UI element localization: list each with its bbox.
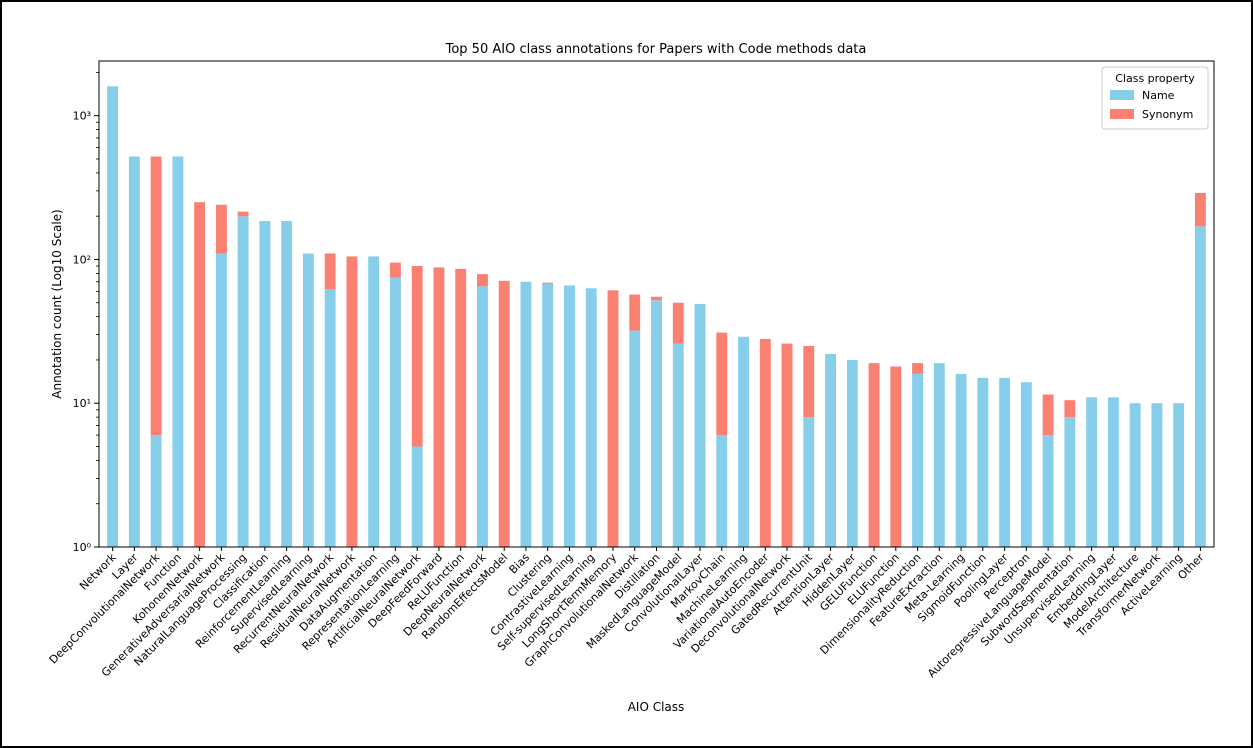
bars-group <box>107 86 1206 548</box>
bar-name-5 <box>215 253 227 548</box>
bar-synonym-43 <box>1042 394 1054 436</box>
bar-synonym-36 <box>890 366 902 547</box>
legend: Class property Name Synonym <box>1101 66 1209 130</box>
bar-name-48 <box>1151 403 1163 547</box>
bar-synonym-28 <box>716 332 728 436</box>
legend-swatch-synonym <box>1110 109 1134 119</box>
bar-synonym-15 <box>433 267 445 547</box>
bar-name-50 <box>1194 226 1206 547</box>
bar-synonym-14 <box>411 266 423 447</box>
chart-title: Top 50 AIO class annotations for Papers … <box>445 42 867 57</box>
bar-synonym-37 <box>912 363 924 374</box>
bar-name-17 <box>477 286 488 547</box>
bar-name-9 <box>302 253 314 548</box>
bar-synonym-31 <box>781 343 793 547</box>
bar-name-14 <box>411 446 423 547</box>
bar-name-24 <box>629 330 641 547</box>
bar-synonym-16 <box>455 268 467 547</box>
bar-synonym-50 <box>1194 192 1206 227</box>
y-tick-label-0: 10⁰ <box>73 541 92 554</box>
bar-name-39 <box>955 373 967 547</box>
bar-synonym-17 <box>477 274 488 287</box>
x-tick-label-50: Other <box>1175 551 1207 583</box>
bar-synonym-32 <box>803 346 815 418</box>
bar-synonym-18 <box>498 280 510 547</box>
bar-name-33 <box>825 353 836 547</box>
bar-name-26 <box>672 343 684 547</box>
bar-name-21 <box>564 285 575 547</box>
bar-synonym-26 <box>672 302 684 344</box>
bar-name-41 <box>999 377 1011 547</box>
y-tick-label-3: 10³ <box>73 110 91 123</box>
bar-name-20 <box>542 283 554 547</box>
bar-synonym-24 <box>629 294 641 331</box>
legend-title: Class property <box>1115 72 1195 85</box>
bar-name-37 <box>912 373 924 547</box>
bar-name-2 <box>150 435 162 547</box>
x-axis: NetworkLayerDeepConvolutionalNetworkFunc… <box>47 547 1207 680</box>
bar-name-28 <box>716 435 728 547</box>
bar-name-32 <box>803 417 815 547</box>
bar-synonym-13 <box>389 262 401 278</box>
bar-name-38 <box>933 363 945 547</box>
bar-name-29 <box>738 336 749 547</box>
bar-name-43 <box>1042 435 1054 547</box>
bar-name-46 <box>1107 397 1119 547</box>
bar-name-47 <box>1129 403 1141 547</box>
bar-name-49 <box>1173 403 1185 547</box>
bar-name-27 <box>694 303 706 547</box>
bar-name-22 <box>585 288 597 547</box>
bar-name-7 <box>259 221 271 547</box>
bar-name-42 <box>1020 382 1032 547</box>
y-tick-label-1: 10¹ <box>73 397 91 410</box>
bar-synonym-35 <box>868 363 880 547</box>
bar-synonym-5 <box>215 204 227 254</box>
y-axis: 10⁰ 10¹ 10² 10³ <box>73 71 99 554</box>
bar-synonym-11 <box>346 256 358 547</box>
bar-synonym-23 <box>607 290 619 547</box>
bar-name-34 <box>846 359 858 547</box>
bar-synonym-2 <box>150 156 162 436</box>
legend-label-name: Name <box>1142 89 1175 102</box>
bar-name-19 <box>520 281 532 547</box>
legend-label-synonym: Synonym <box>1142 108 1193 121</box>
bar-name-40 <box>977 377 989 547</box>
y-tick-label-2: 10² <box>73 253 91 266</box>
bar-name-44 <box>1064 417 1076 547</box>
bar-name-1 <box>128 156 140 547</box>
bar-synonym-6 <box>237 211 249 217</box>
bar-name-12 <box>368 256 380 547</box>
x-axis-label: AIO Class <box>628 700 685 714</box>
bar-name-8 <box>281 221 293 547</box>
bar-synonym-30 <box>759 338 771 547</box>
legend-swatch-name <box>1110 90 1134 100</box>
bar-synonym-10 <box>324 253 336 290</box>
bar-synonym-20 <box>542 282 554 284</box>
bar-synonym-4 <box>194 202 206 548</box>
bar-name-0 <box>107 86 119 547</box>
bar-name-10 <box>324 289 336 547</box>
bar-name-3 <box>172 156 184 547</box>
bar-name-45 <box>1086 397 1098 547</box>
bar-name-25 <box>651 300 662 547</box>
bar-name-13 <box>389 277 401 547</box>
bar-synonym-44 <box>1064 400 1076 418</box>
bar-synonym-25 <box>651 296 662 301</box>
bar-name-6 <box>237 216 249 547</box>
y-axis-label: Annotation count (Log10 Scale) <box>50 209 64 398</box>
